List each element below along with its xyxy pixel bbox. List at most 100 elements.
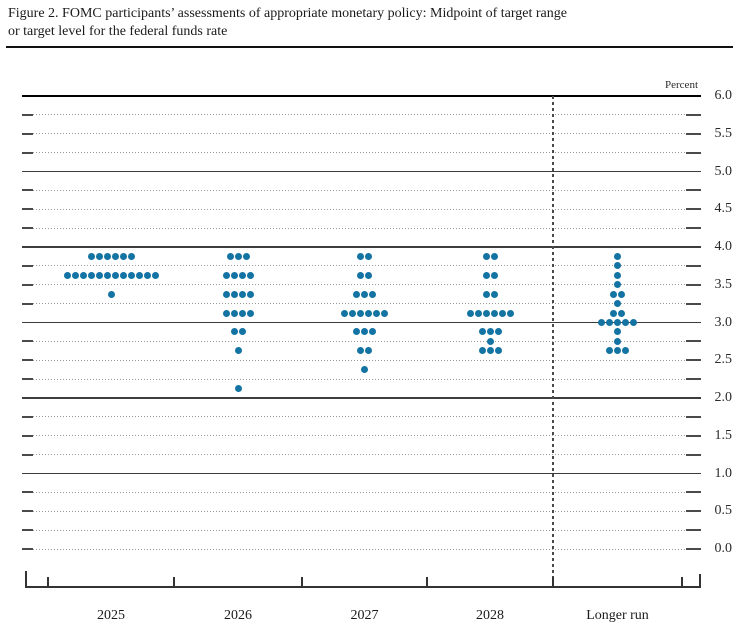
participant-dot — [486, 337, 494, 345]
y-tick-left-3.50 — [22, 283, 33, 286]
participant-dot — [349, 309, 356, 317]
y-tick-left-1.75 — [22, 415, 33, 418]
participant-dot — [238, 328, 246, 336]
y-tick-left-5.50 — [22, 132, 33, 135]
longer-run-separator — [552, 96, 554, 588]
dot-row-2028-3.375 — [482, 290, 498, 298]
y-axis-label-3.0: 3.0 — [714, 314, 733, 330]
figure-title-line1: Figure 2. FOMC participants’ assessments… — [8, 6, 567, 21]
y-tick-right-5.25 — [686, 151, 701, 154]
participant-dot — [606, 347, 613, 355]
participant-dot — [381, 309, 388, 317]
participant-dot — [365, 309, 372, 317]
participant-dot — [618, 290, 625, 298]
gridline-dotted-2.75 — [33, 340, 686, 342]
y-tick-right-3.25 — [686, 302, 701, 305]
participant-dot — [622, 347, 629, 355]
x-axis-label-2027: 2027 — [350, 608, 379, 623]
y-axis-label-3.5: 3.5 — [714, 276, 733, 292]
gridline-solid-5.00 — [22, 170, 701, 173]
participant-dot — [226, 252, 234, 260]
participant-dot — [127, 271, 135, 279]
participant-dot — [222, 290, 230, 298]
y-axis-label-0.5: 0.5 — [714, 503, 733, 519]
gridline-dotted-5.25 — [33, 152, 686, 154]
dot-row-2028-3.875 — [482, 252, 498, 260]
dot-row-2027-2.375 — [361, 366, 368, 374]
gridline-dotted-0.00 — [33, 548, 686, 550]
participant-dot — [506, 309, 514, 317]
gridline-dotted-0.25 — [33, 529, 686, 531]
participant-dot — [135, 271, 143, 279]
participant-dot — [357, 252, 364, 260]
participant-dot — [490, 252, 498, 260]
participant-dot — [365, 271, 372, 279]
gridline-dotted-5.75 — [33, 114, 686, 116]
dot-row-longer-run-2.75 — [614, 337, 621, 345]
dot-row-2025-3.875 — [87, 252, 135, 260]
y-axis-label-4.5: 4.5 — [714, 201, 733, 217]
participant-dot — [107, 290, 115, 298]
participant-dot — [361, 366, 368, 374]
participant-dot — [222, 271, 230, 279]
x-axis-tick-48 — [47, 577, 49, 586]
y-axis-label-5.0: 5.0 — [714, 163, 733, 179]
participant-dot — [230, 290, 238, 298]
y-tick-left-2.50 — [22, 359, 33, 362]
participant-dot — [498, 309, 506, 317]
participant-dot — [103, 252, 111, 260]
participant-dot — [246, 290, 254, 298]
participant-dot — [111, 271, 119, 279]
y-tick-left-0.00 — [22, 548, 33, 550]
dot-row-2028-3.125 — [466, 309, 514, 317]
x-axis-tick-302 — [301, 577, 303, 586]
participant-dot — [103, 271, 111, 279]
y-tick-right-4.50 — [686, 208, 701, 211]
participant-dot — [482, 309, 490, 317]
y-tick-right-5.75 — [686, 113, 701, 116]
y-axis-unit-label: Percent — [665, 79, 698, 91]
participant-dot — [610, 290, 617, 298]
participant-dot — [614, 271, 621, 279]
participant-dot — [357, 271, 364, 279]
y-tick-right-2.50 — [686, 359, 701, 362]
participant-dot — [614, 319, 621, 326]
dot-row-2026-3.875 — [226, 252, 250, 260]
y-tick-left-3.25 — [22, 302, 33, 305]
participant-dot — [482, 252, 490, 260]
participant-dot — [373, 309, 380, 317]
participant-dot — [341, 309, 348, 317]
dot-row-longer-run-3.875 — [614, 252, 621, 260]
y-tick-left-4.25 — [22, 227, 33, 230]
y-tick-left-2.25 — [22, 378, 33, 381]
participant-dot — [482, 271, 490, 279]
x-axis-label-longer-run: Longer run — [586, 608, 649, 623]
participant-dot — [614, 252, 621, 260]
participant-dot — [353, 328, 360, 336]
y-tick-left-1.50 — [22, 434, 33, 437]
gridline-dotted-2.25 — [33, 378, 686, 380]
y-tick-right-3.75 — [686, 264, 701, 267]
y-tick-right-0.75 — [686, 491, 701, 494]
gridline-solid-3.00 — [22, 321, 701, 324]
y-axis-label-1.0: 1.0 — [714, 465, 733, 481]
y-tick-right-5.50 — [686, 132, 701, 135]
participant-dot — [478, 347, 486, 355]
gridline-dotted-3.25 — [33, 303, 686, 305]
participant-dot — [230, 328, 238, 336]
participant-dot — [482, 290, 490, 298]
participant-dot — [614, 300, 621, 308]
dot-row-2028-2.625 — [478, 347, 502, 355]
participant-dot — [87, 271, 95, 279]
gridline-dotted-4.25 — [33, 227, 686, 229]
participant-dot — [490, 309, 498, 317]
participant-dot — [478, 328, 486, 336]
x-axis-line — [25, 586, 701, 588]
x-axis-label-2025: 2025 — [97, 608, 125, 623]
participant-dot — [365, 252, 372, 260]
participant-dot — [618, 309, 625, 317]
title-rule — [6, 46, 733, 48]
participant-dot — [242, 252, 250, 260]
participant-dot — [361, 328, 368, 336]
